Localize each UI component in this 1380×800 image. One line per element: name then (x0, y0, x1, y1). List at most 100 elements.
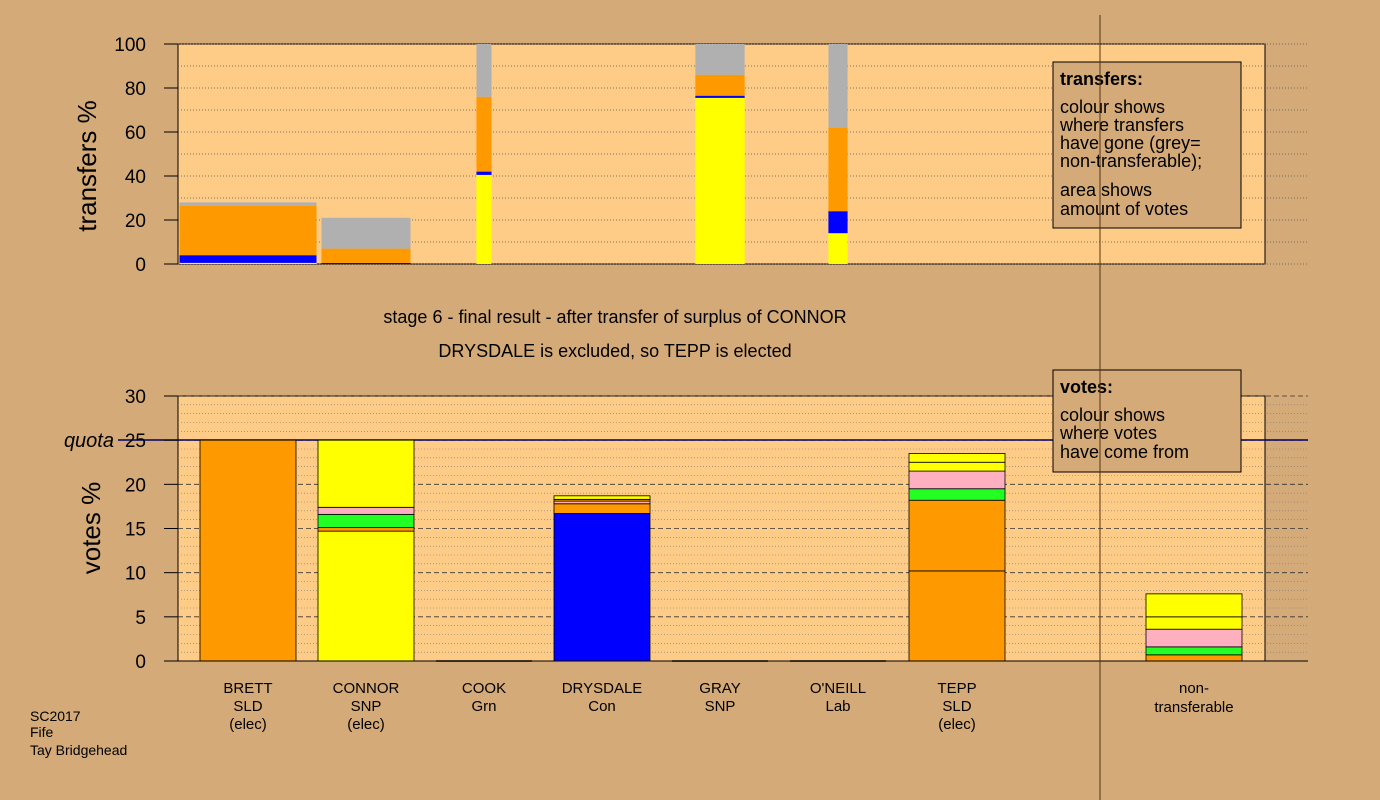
transfers-legend-line: colour shows (1060, 97, 1165, 117)
footer-ward: Tay Bridgehead (30, 742, 127, 758)
votes-legend-line: where votes (1059, 423, 1157, 443)
candidate-label: Grn (471, 698, 496, 715)
transfers-panel: 0 20 40 60 80 100 transfers % transfers: colo… (72, 35, 1308, 276)
vote-segment (553, 503, 651, 514)
transfer-segment (179, 255, 317, 263)
candidate-label: COOK (462, 680, 506, 697)
candidate-label: SLD (233, 698, 262, 715)
vote-segment (908, 499, 1006, 572)
transfers-legend-line: where transfers (1059, 115, 1184, 135)
transfers-y-tick-label: 40 (125, 167, 146, 188)
vote-segment (317, 506, 415, 515)
vote-segment (908, 488, 1006, 501)
transfers-y-tick-label: 100 (114, 35, 146, 56)
vote-segment (553, 495, 651, 500)
candidate-label: Lab (825, 698, 850, 715)
transfer-segment (695, 44, 745, 75)
candidate-label: (elec) (938, 716, 976, 733)
transfers-y-axis-title: transfers % (72, 100, 102, 232)
votes-y-tick-label: 10 (125, 564, 146, 585)
transfers-legend-title: transfers: (1060, 69, 1143, 89)
candidate-label: TEPP (937, 680, 976, 697)
votes-y-tick-label: 5 (135, 608, 146, 629)
result-caption: DRYSDALE is excluded, so TEPP is elected (438, 341, 791, 361)
quota-label: quota (64, 430, 114, 452)
votes-legend-line: colour shows (1060, 405, 1165, 425)
transfer-segment (321, 262, 411, 264)
vote-segment (317, 439, 415, 508)
votes-panel: 0 5 10 15 20 25 30 quota votes % votes: colour… (64, 369, 1308, 673)
vote-segment (317, 527, 415, 532)
vote-segment (908, 470, 1006, 490)
vote-segment (317, 530, 415, 662)
vote-segment (908, 570, 1006, 662)
transfers-legend-line: have gone (grey= (1060, 133, 1201, 153)
candidate-label: BRETT (223, 680, 272, 697)
transfers-y-tick-label: 80 (125, 79, 146, 100)
transfers-legend-line: non-transferable); (1060, 151, 1202, 171)
transfers-y-ticks: 0 20 40 60 80 100 (114, 35, 178, 276)
candidate-label: SLD (942, 698, 971, 715)
votes-y-tick-label: 25 (125, 431, 146, 452)
transfer-segment (179, 202, 317, 206)
candidate-label: GRAY (699, 680, 740, 697)
transfer-segment (476, 171, 492, 175)
votes-legend-line: have come from (1060, 442, 1189, 462)
vote-segment (199, 439, 297, 662)
candidate-label: SNP (351, 698, 382, 715)
nontransferable-label-line2: transferable (1154, 699, 1233, 716)
candidate-label: DRYSDALE (562, 680, 643, 697)
votes-legend-title: votes: (1060, 377, 1113, 397)
transfer-segment (695, 95, 745, 98)
votes-legend-box (1052, 369, 1242, 473)
transfer-segment (179, 262, 317, 264)
votes-y-tick-label: 0 (135, 652, 146, 673)
transfers-bars (179, 44, 848, 265)
transfer-segment (828, 127, 848, 212)
votes-bars (199, 439, 1243, 662)
nontransferable-label-line1: non- (1179, 680, 1209, 697)
candidate-label: SNP (705, 698, 736, 715)
transfers-legend-line: area shows (1060, 180, 1152, 200)
vote-segment (908, 453, 1006, 463)
transfer-segment (476, 174, 492, 264)
transfers-legend-line: amount of votes (1060, 199, 1188, 219)
candidate-label: (elec) (347, 716, 385, 733)
vote-segment (1145, 593, 1243, 618)
vote-segment (1145, 616, 1243, 630)
candidate-label: CONNOR (333, 680, 400, 697)
candidate-label: O'NEILL (810, 680, 866, 697)
vote-segment (1145, 646, 1243, 656)
votes-y-axis-title: votes % (76, 482, 106, 575)
votes-y-tick-label: 30 (125, 387, 146, 408)
vote-segment (908, 461, 1006, 472)
transfers-y-tick-label: 0 (135, 255, 146, 276)
transfers-y-tick-label: 60 (125, 123, 146, 144)
vote-segment (1145, 628, 1243, 648)
transfer-segment (695, 74, 745, 96)
vote-segment (317, 513, 415, 529)
transfers-legend: transfers: colour shows where transfers … (1052, 61, 1242, 229)
footer-election: SC2017 (30, 708, 81, 724)
transfers-legend-box (1052, 61, 1242, 229)
candidate-label: Con (588, 698, 616, 715)
transfer-segment (695, 97, 745, 265)
candidate-label: (elec) (229, 716, 267, 733)
transfer-segment (828, 44, 848, 128)
transfer-segment (321, 248, 411, 263)
transfer-segment (828, 233, 848, 264)
transfer-segment (321, 217, 411, 249)
votes-y-ticks: 0 5 10 15 20 25 30 (125, 387, 178, 673)
transfer-segment (476, 44, 492, 97)
votes-legend: votes: colour shows where votes have com… (1052, 369, 1242, 473)
transfer-segment (476, 96, 492, 172)
footer-council: Fife (30, 724, 54, 740)
candidate-labels: BRETTSLD(elec)CONNORSNP(elec)COOKGrnDRYS… (223, 680, 976, 733)
transfer-segment (179, 205, 317, 256)
vote-segment (553, 513, 651, 662)
transfer-segment (828, 211, 848, 234)
transfers-y-tick-label: 20 (125, 211, 146, 232)
vote-segment (1145, 654, 1243, 662)
votes-y-tick-label: 15 (125, 520, 146, 541)
